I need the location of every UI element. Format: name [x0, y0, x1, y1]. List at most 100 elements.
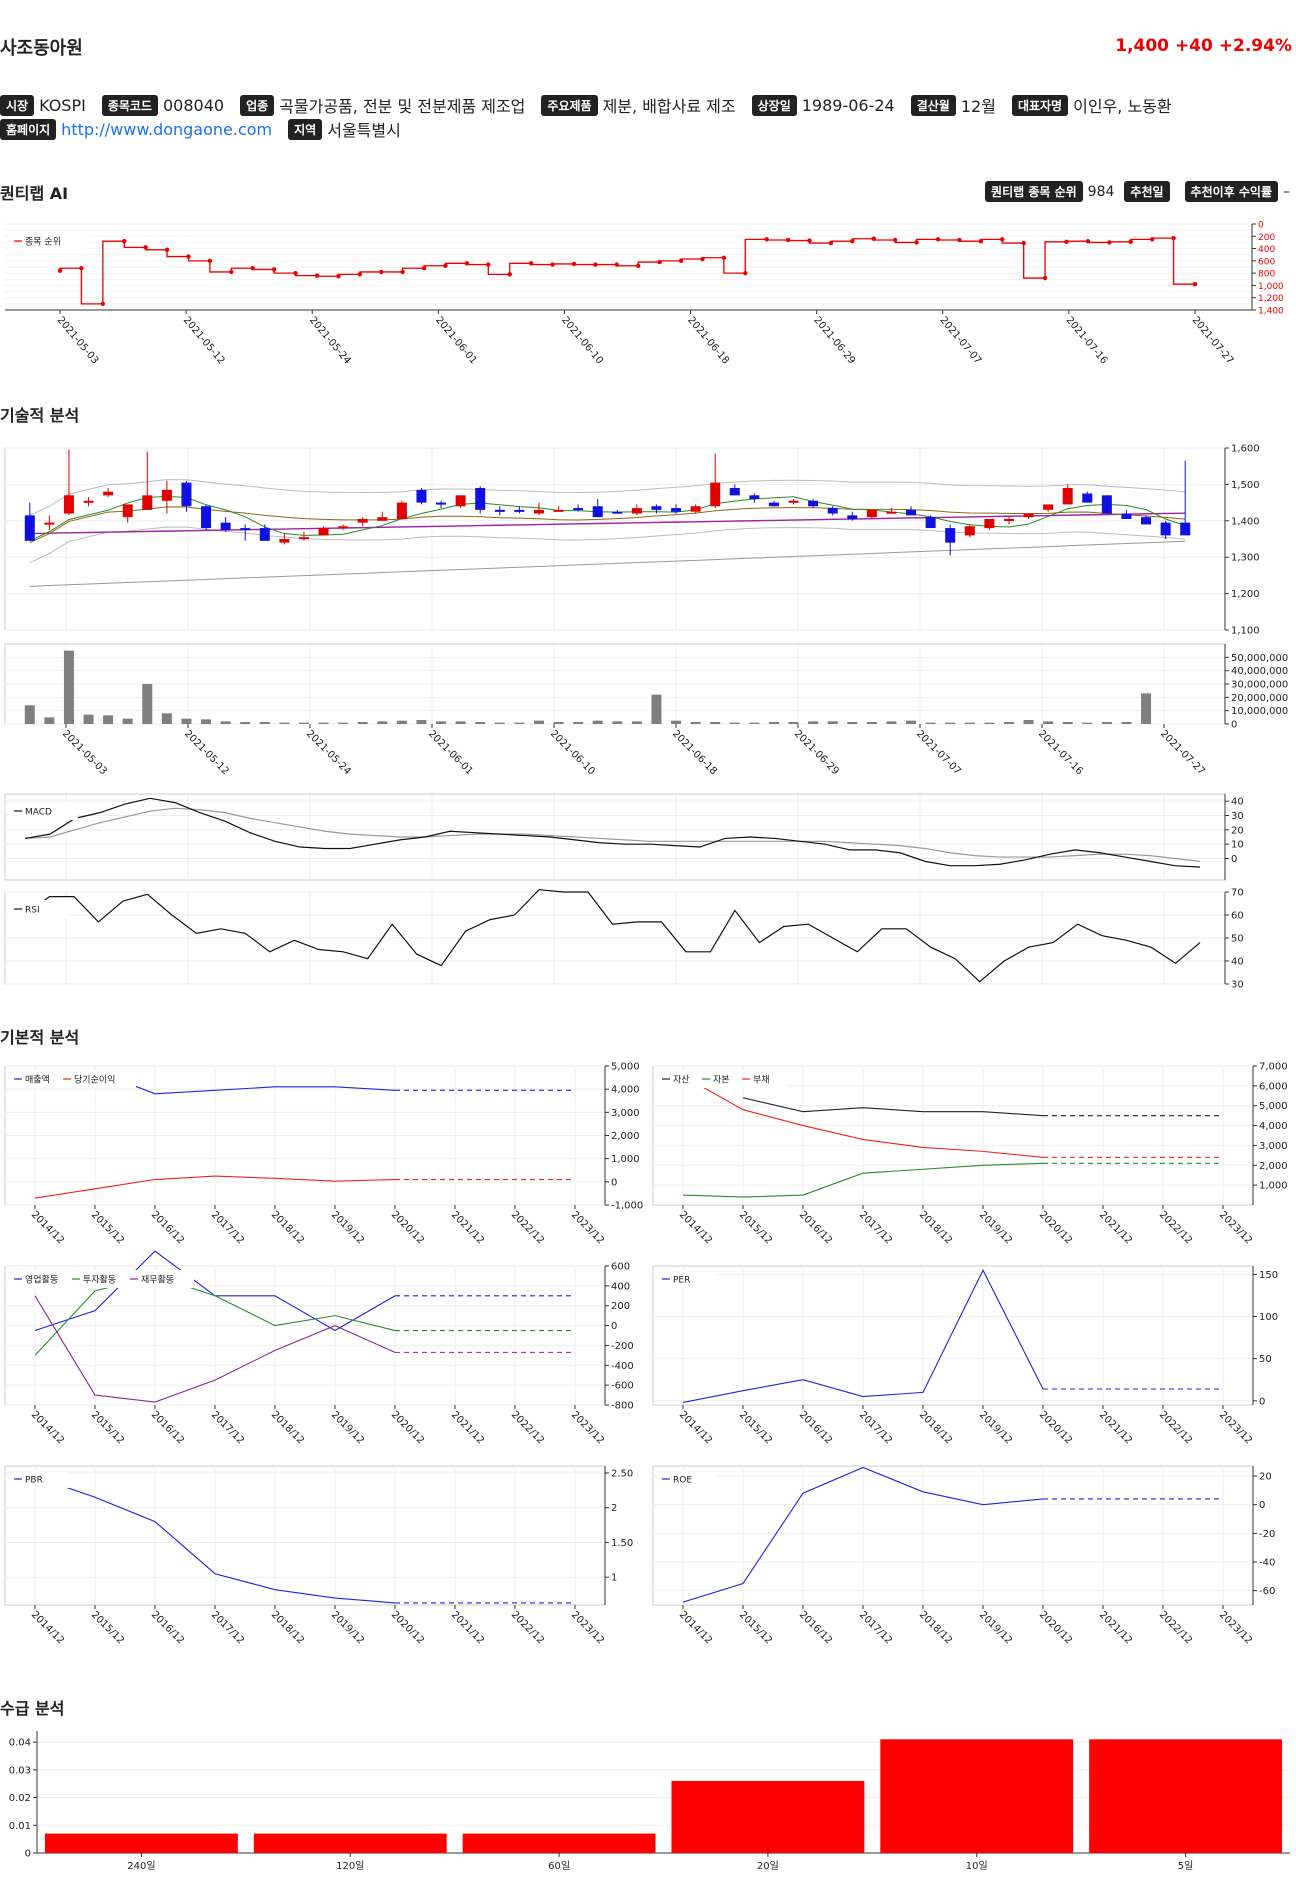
y-tick-label: 4,000	[1259, 1121, 1288, 1132]
volume-bar	[44, 717, 55, 724]
x-tick-label: 2019/12	[977, 1609, 1014, 1646]
y-tick-label: 30	[1231, 811, 1244, 822]
info-label: 주요제품	[541, 94, 598, 116]
y-tick-label: 2.50	[611, 1468, 633, 1479]
x-tick-label: 2016/12	[797, 1209, 834, 1246]
info-label: 결산월	[910, 94, 956, 116]
y-tick-label: 1,400	[1258, 307, 1284, 317]
legend-bg	[8, 1470, 69, 1488]
x-tick-label: 2021-07-16	[1064, 315, 1110, 367]
volume-chart: 0 10,000,000 20,000,000 30,000,000 40,000,00…	[4, 643, 1288, 777]
x-tick-label: 120일	[336, 1860, 364, 1872]
section-title-supply: 수급 분석	[0, 1699, 65, 1718]
y-tick-label: 1,000	[1258, 282, 1284, 292]
rank-point	[892, 237, 898, 243]
x-tick-label: 2017/12	[857, 1209, 894, 1246]
ai-badges: 퀀티랩 종목 순위 984 추천일 추천이후 수익률 –	[975, 181, 1290, 202]
x-tick-label: 2018/12	[917, 1609, 954, 1646]
rank-point	[250, 266, 255, 271]
y-tick-label: 800	[1258, 270, 1275, 280]
x-tick-label: 2020/12	[389, 1209, 426, 1246]
y-tick-label: -40	[1259, 1558, 1275, 1569]
candle-body	[63, 495, 74, 514]
y-tick-label: 0.02	[9, 1793, 31, 1804]
volume-bar	[201, 719, 212, 724]
info-value: 12월	[960, 97, 996, 116]
rank-point	[186, 254, 191, 259]
legend-label: 종목 순위	[25, 237, 61, 248]
x-tick-label: 2019/12	[329, 1609, 366, 1646]
y-tick-label: 3,000	[1259, 1141, 1288, 1152]
y-tick-label: -600	[611, 1381, 634, 1392]
info-value: 제분, 배합사료 제조	[602, 97, 736, 116]
rank-point	[79, 266, 84, 271]
x-tick-label: 2018/12	[917, 1409, 954, 1446]
volume-bar	[1101, 722, 1112, 724]
y-tick-label: 20	[1259, 1472, 1272, 1483]
candle-body	[338, 526, 349, 529]
volume-bar	[298, 722, 309, 724]
candle-body	[749, 495, 760, 499]
volume-bar	[768, 722, 779, 724]
legend-bg	[656, 1470, 717, 1488]
volume-bar	[63, 650, 74, 724]
rank-point	[507, 272, 512, 277]
x-tick-label: 2014/12	[29, 1209, 66, 1246]
y-tick-label: 1	[611, 1573, 617, 1584]
candle-body	[1121, 513, 1132, 519]
rank-point	[271, 267, 277, 272]
rank-point	[1021, 240, 1026, 246]
x-tick-label: 2017/12	[857, 1409, 894, 1446]
x-tick-label: 2020/12	[1037, 1609, 1074, 1646]
volume-bar	[729, 722, 740, 724]
volume-bar	[514, 722, 525, 724]
x-tick-label: 2020/12	[1037, 1209, 1074, 1246]
x-tick-label: 2021-06-18	[670, 728, 719, 777]
rsi-chart: 30 40 50 60 70 RSI	[4, 888, 1244, 991]
price-chart: 1,100 1,200 1,300 1,400 1,500 1,600	[4, 444, 1260, 637]
y-tick-label: 7,000	[1259, 1062, 1288, 1073]
x-tick-label: 2023/12	[1217, 1609, 1254, 1646]
y-tick-label: 40	[1231, 797, 1244, 808]
rank-point	[57, 268, 63, 273]
y-tick-label: 5,000	[1259, 1101, 1288, 1112]
candle-body	[827, 508, 838, 514]
y-tick-label: 1,400	[1231, 516, 1260, 527]
volume-bar	[24, 705, 35, 724]
x-tick-label: 2017/12	[209, 1209, 246, 1246]
rank-point	[1192, 282, 1198, 287]
y-tick-label: -20	[1259, 1529, 1275, 1540]
x-tick-label: 2019/12	[977, 1409, 1014, 1446]
x-tick-label: 2021/12	[1097, 1609, 1134, 1646]
y-tick-label: 10,000,000	[1231, 706, 1288, 717]
y-tick-label: 1,200	[1258, 294, 1284, 304]
x-tick-label: 2014/12	[677, 1209, 714, 1246]
y-tick-label: 50,000,000	[1231, 653, 1288, 664]
rank-point	[593, 262, 598, 267]
info-value: 서울특별시	[327, 121, 401, 140]
legend-label: 부채	[753, 1075, 770, 1086]
volume-bar	[671, 720, 682, 724]
section-title-fund: 기본적 분석	[0, 1028, 80, 1047]
volume-bar	[808, 721, 819, 724]
candle-body	[906, 509, 917, 516]
info-value: 이인우, 노동환	[1073, 97, 1172, 116]
volume-bar	[142, 684, 153, 724]
volume-bar	[494, 722, 505, 724]
rank-point	[807, 238, 812, 243]
supply-bar	[45, 1833, 238, 1853]
rsi-line	[24, 889, 1201, 983]
homepage-link[interactable]: http://www.dongaone.com	[61, 119, 273, 139]
y-tick-label: 30	[1231, 980, 1244, 991]
legend-label: MACD	[25, 808, 52, 818]
macd-line	[24, 797, 1201, 868]
rank-point	[935, 237, 941, 242]
x-tick-label: 2020/12	[389, 1609, 426, 1646]
y-tick-label: 0	[611, 1321, 617, 1332]
volume-bar	[690, 722, 701, 724]
candle-body	[318, 528, 329, 536]
candle-body	[1160, 522, 1171, 536]
x-tick-label: 2016/12	[797, 1609, 834, 1646]
x-tick-label: 2018/12	[269, 1609, 306, 1646]
bollinger-lower	[29, 526, 1186, 564]
